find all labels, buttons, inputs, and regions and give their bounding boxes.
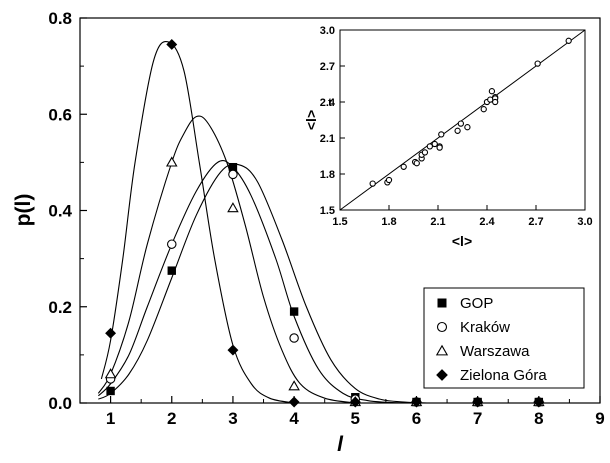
main-y-tick-label: 0.8 xyxy=(48,9,72,28)
inset-x-axis-label: <l> xyxy=(452,233,472,249)
point-filled-diamond xyxy=(227,344,239,356)
legend-marker-open-triangle xyxy=(435,344,449,356)
point-open-circle xyxy=(228,169,238,180)
inset-y-tick-label: 2.1 xyxy=(320,133,335,145)
legend-label: Warszawa xyxy=(460,343,530,360)
inset-y-axis-subscript: t xyxy=(328,97,332,109)
inset-point xyxy=(431,140,438,148)
main-y-tick-label: 0.0 xyxy=(48,394,72,413)
inset-diagonal xyxy=(339,29,586,211)
legend-label: Kraków xyxy=(460,319,510,336)
inset-x-tick-label: 2.1 xyxy=(430,216,445,228)
point-open-triangle xyxy=(104,368,117,379)
fit-curve-open-triangle xyxy=(97,115,356,404)
inset-diagonal-line xyxy=(339,29,586,211)
inset-point xyxy=(464,124,471,131)
inset-point xyxy=(421,149,429,156)
point-open-triangle xyxy=(227,202,239,213)
inset-point xyxy=(385,176,393,184)
inset-point xyxy=(534,60,541,67)
inset-point xyxy=(480,106,487,113)
legend-marker-filled-square xyxy=(437,298,447,308)
main-x-tick-label: 8 xyxy=(534,409,543,428)
main-x-tick-label: 1 xyxy=(106,409,115,428)
point-filled-diamond xyxy=(533,396,545,408)
legend-marker-filled-diamond xyxy=(436,369,448,381)
inset-data-points xyxy=(369,37,572,187)
point-filled-diamond xyxy=(411,396,422,408)
main-data-points xyxy=(104,39,545,408)
main-x-axis-label: l xyxy=(337,433,344,456)
point-filled-square xyxy=(167,266,176,275)
inset-point xyxy=(454,127,461,134)
main-x-tick-label: 3 xyxy=(228,409,237,428)
main-x-tick-label: 2 xyxy=(167,409,176,428)
inset-x-tick-label: 1.5 xyxy=(332,216,347,228)
main-x-tick-label: 6 xyxy=(412,409,421,428)
point-open-circle xyxy=(167,239,177,249)
point-filled-diamond xyxy=(472,396,484,408)
point-filled-diamond xyxy=(166,39,178,50)
inset-point xyxy=(413,160,420,167)
main-y-tick-label: 0.2 xyxy=(48,298,72,317)
main-x-tick-label: 9 xyxy=(595,409,604,428)
inset-point xyxy=(369,180,376,187)
inset-point xyxy=(400,163,407,170)
inset-point xyxy=(426,143,433,150)
legend: GOP Kraków Warszawa Zielona Góra xyxy=(435,295,547,384)
inset-y-tick-label: 3.0 xyxy=(320,25,335,37)
inset-x-tick-label: 2.4 xyxy=(479,216,495,228)
point-open-triangle xyxy=(288,380,300,391)
inset-y-tick-label: 2.4 xyxy=(320,97,336,109)
legend-label: Zielona Góra xyxy=(460,367,547,384)
point-filled-square xyxy=(228,162,238,172)
legend-marker-open-circle xyxy=(436,321,448,333)
inset-point xyxy=(488,88,496,95)
inset-y-tick-label: 1.5 xyxy=(320,205,335,217)
point-filled-square xyxy=(106,386,115,396)
inset-x-tick-label: 1.8 xyxy=(381,216,396,228)
inset-point xyxy=(457,120,465,127)
point-filled-diamond xyxy=(349,396,361,408)
inset-point xyxy=(565,37,572,44)
inset-point xyxy=(436,144,443,151)
inset-axis-ticks: 1.5 1.8 2.1 2.4 2.7 3.0 1.5 1.8 2.1 2.4 2.7 3.0 xyxy=(320,25,593,228)
inset-y-axis-label: <l> xyxy=(303,110,319,130)
point-open-circle xyxy=(289,333,299,343)
main-y-axis-label: p(l) xyxy=(12,194,35,227)
inset-y-tick-label: 2.7 xyxy=(320,61,335,73)
fit-curve-filled-diamond xyxy=(100,41,295,404)
main-y-tick-label: 0.6 xyxy=(48,105,72,124)
inset-point xyxy=(492,98,499,106)
main-x-tick-label: 5 xyxy=(351,409,360,428)
fit-curve-filled-square xyxy=(98,163,429,404)
point-filled-diamond xyxy=(105,327,117,339)
main-x-tick-label: 7 xyxy=(473,409,482,428)
inset-x-tick-label: 3.0 xyxy=(577,216,592,228)
point-filled-diamond xyxy=(288,396,300,408)
main-y-axis-label-text: p(l) xyxy=(12,194,35,227)
main-axis-ticks: 1 2 3 4 5 6 7 8 9 0.0 0.2 0.4 0.6 0.8 xyxy=(48,9,604,428)
legend-label: GOP xyxy=(460,295,493,312)
inset-point xyxy=(438,131,445,138)
main-y-tick-label: 0.4 xyxy=(48,202,72,221)
main-x-tick-label: 4 xyxy=(289,409,299,428)
legend-box xyxy=(423,287,585,389)
inset-y-tick-label: 1.8 xyxy=(320,169,335,181)
point-open-triangle xyxy=(165,156,178,167)
inset-x-tick-label: 2.7 xyxy=(528,216,543,228)
point-filled-square xyxy=(289,307,299,316)
